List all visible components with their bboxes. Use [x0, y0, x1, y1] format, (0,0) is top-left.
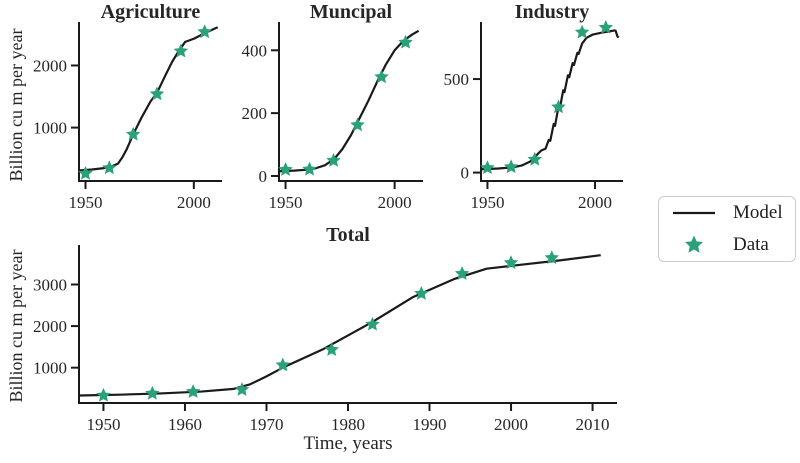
data-point-star — [275, 357, 291, 372]
data-point-star — [302, 161, 317, 176]
x-tick-label: 2000 — [578, 193, 612, 212]
data-point-star — [374, 69, 389, 84]
data-point-star — [527, 151, 543, 166]
y-tick-label: 2000 — [33, 56, 67, 75]
model-line — [278, 29, 420, 173]
subplot-title-municipal: Muncipal — [309, 1, 393, 23]
x-tick-label: 1950 — [86, 415, 120, 434]
y-axis-label-total: Billion cu m per year — [6, 249, 26, 403]
x-tick-label: 2000 — [378, 193, 412, 212]
subplot-title-total: Total — [326, 224, 370, 246]
y-tick-label: 0 — [461, 164, 470, 183]
model-line — [78, 254, 601, 397]
data-point-star — [398, 34, 413, 49]
x-tick-label: 2000 — [494, 415, 528, 434]
legend: Model Data — [658, 196, 796, 262]
data-point-star — [125, 126, 141, 141]
legend-item-model: Model — [659, 198, 795, 228]
legend-item-data: Data — [659, 230, 795, 260]
y-tick-label: 1000 — [33, 359, 67, 378]
x-tick-label: 1950 — [470, 193, 504, 212]
x-tick-label: 1950 — [269, 193, 303, 212]
subplot-agriculture: 1000 2000 1950 2000 — [33, 22, 222, 212]
data-point-star — [503, 159, 519, 174]
model-line — [480, 29, 620, 171]
legend-model-label: Model — [733, 202, 783, 223]
data-point-star — [503, 255, 519, 270]
data-point-star — [350, 117, 365, 132]
data-point-star — [173, 43, 189, 58]
subplot-title-industry: Industry — [514, 1, 590, 23]
data-point-star — [480, 160, 495, 175]
y-tick-label: 200 — [242, 104, 268, 123]
x-tick-label: 1970 — [249, 415, 283, 434]
data-star-icon — [684, 235, 704, 253]
data-point-star — [102, 160, 117, 175]
data-point-star — [454, 266, 470, 280]
x-tick-label: 1980 — [331, 415, 365, 434]
data-point-star — [234, 382, 250, 396]
data-point-star — [96, 387, 111, 402]
data-point-star — [365, 316, 380, 331]
y-tick-label: 3000 — [33, 276, 67, 295]
y-tick-label: 1000 — [33, 119, 67, 138]
data-point-star — [324, 342, 339, 356]
x-tick-label: 1950 — [69, 193, 103, 212]
subplot-total: 1000 2000 3000 1950 1960 1970 1980 1990 2000 2010 — [33, 245, 617, 434]
subplot-title-agriculture: Agriculture — [100, 1, 201, 23]
data-point-star — [185, 384, 201, 398]
x-tick-label: 2000 — [177, 193, 211, 212]
data-point-star — [574, 24, 590, 39]
y-tick-label: 0 — [259, 167, 268, 186]
data-point-star — [326, 152, 341, 167]
y-tick-label: 2000 — [33, 317, 67, 336]
model-line-icon — [673, 211, 715, 215]
subplot-municipal: 0 200 400 1950 2000 — [242, 22, 423, 212]
subplot-industry: 0 500 1950 2000 — [444, 20, 623, 212]
y-axis-label-top-row: Billion cu m per year — [6, 28, 26, 182]
x-tick-label: 2010 — [576, 415, 610, 434]
y-tick-label: 500 — [444, 70, 470, 89]
data-point-star — [544, 250, 560, 265]
data-point-star — [197, 24, 212, 39]
y-tick-label: 400 — [242, 41, 268, 60]
data-point-star — [414, 286, 429, 300]
legend-data-label: Data — [733, 234, 769, 255]
data-point-star — [551, 99, 566, 114]
data-point-star — [145, 385, 160, 400]
data-point-star — [598, 20, 614, 34]
data-point-star — [78, 165, 93, 180]
x-tick-label: 1990 — [413, 415, 447, 434]
model-line — [78, 26, 219, 172]
x-axis-label: Time, years — [303, 433, 393, 454]
data-point-star — [278, 162, 293, 176]
data-point-star — [149, 86, 165, 101]
x-tick-label: 1960 — [168, 415, 202, 434]
